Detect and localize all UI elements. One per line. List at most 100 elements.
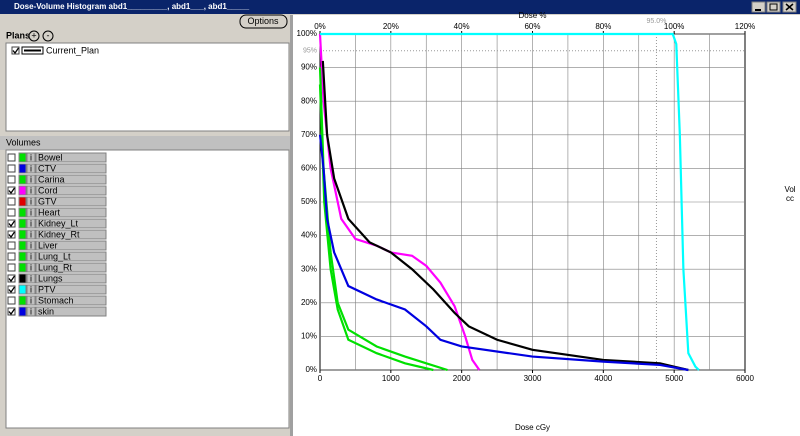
checkbox[interactable] — [7, 197, 16, 206]
info-button[interactable] — [26, 174, 36, 185]
checkbox[interactable] — [7, 164, 16, 173]
volume-color[interactable] — [18, 152, 27, 163]
volume-color[interactable] — [18, 207, 27, 218]
checkmark — [8, 187, 16, 195]
remove-plan-button[interactable] — [42, 30, 54, 42]
volume-color[interactable] — [18, 273, 27, 284]
maximize-button[interactable] — [766, 1, 781, 13]
volumes-label: Volumes — [6, 137, 41, 147]
volume-name: GTV — [38, 196, 57, 206]
checkbox[interactable] — [7, 208, 16, 217]
checkbox[interactable] — [7, 241, 16, 250]
y-tick-label: 80% — [301, 96, 317, 105]
volume-color[interactable] — [18, 262, 27, 273]
info-label: i — [30, 174, 32, 184]
info-label: i — [30, 251, 32, 261]
close-icon — [785, 3, 794, 11]
options-button[interactable] — [239, 14, 288, 29]
y-tick-label: 60% — [301, 164, 317, 173]
volume-color[interactable] — [18, 240, 27, 251]
info-button[interactable] — [26, 273, 36, 284]
add-plan-label: + — [31, 30, 36, 40]
volume-name: Stomach — [38, 295, 74, 305]
volume-color[interactable] — [18, 295, 27, 306]
info-button[interactable] — [26, 306, 36, 317]
info-button[interactable] — [26, 185, 36, 196]
minimize-button[interactable] — [751, 1, 766, 13]
checkbox[interactable] — [7, 153, 16, 162]
info-button[interactable] — [26, 163, 36, 174]
info-button[interactable] — [26, 207, 36, 218]
y-tick-label: 10% — [301, 332, 317, 341]
plan-name: Current_Plan — [46, 45, 99, 55]
y-tick-label: 30% — [301, 264, 317, 273]
volume-color[interactable] — [18, 163, 27, 174]
x2-tick-label: 100% — [664, 22, 684, 31]
dvh-curve — [318, 134, 689, 372]
info-button[interactable] — [26, 262, 36, 273]
info-button[interactable] — [26, 196, 36, 207]
volume-name-box — [35, 152, 107, 163]
checkbox[interactable] — [7, 274, 16, 283]
checkbox[interactable] — [7, 307, 16, 316]
checkbox[interactable] — [7, 175, 16, 184]
checkbox[interactable] — [7, 285, 16, 294]
y-tick-label: 0% — [305, 365, 317, 374]
checkmark — [8, 231, 16, 239]
y2-axis-label: Vol — [784, 185, 795, 194]
volume-color[interactable] — [18, 306, 27, 317]
checkbox[interactable] — [7, 230, 16, 239]
info-button[interactable] — [26, 229, 36, 240]
dvh-curve — [318, 33, 481, 371]
x-tick-label: 1000 — [382, 374, 400, 383]
volume-color[interactable] — [18, 185, 27, 196]
dvh-curve — [318, 84, 434, 372]
window-title: Dose-Volume Histogram abd1_________, abd… — [14, 2, 250, 11]
plans-label: Plans — [6, 30, 30, 40]
volume-color[interactable] — [18, 196, 27, 207]
y-tick-label: 40% — [301, 231, 317, 240]
volume-color[interactable] — [18, 218, 27, 229]
volume-name: Bowel — [38, 152, 63, 162]
volume-color[interactable] — [18, 229, 27, 240]
checkbox[interactable] — [7, 263, 16, 272]
plans-list — [5, 42, 290, 132]
volume-name: skin — [38, 306, 54, 316]
checkbox[interactable] — [7, 219, 16, 228]
add-plan-button[interactable] — [28, 30, 40, 42]
splitter[interactable] — [290, 15, 293, 436]
info-button[interactable] — [26, 218, 36, 229]
checkbox[interactable] — [7, 186, 16, 195]
info-button[interactable] — [26, 152, 36, 163]
volume-name: Lungs — [38, 273, 63, 283]
checkbox[interactable] — [7, 252, 16, 261]
remove-plan-label: - — [47, 30, 50, 40]
info-button[interactable] — [26, 295, 36, 306]
volume-color[interactable] — [18, 284, 27, 295]
volume-color[interactable] — [18, 174, 27, 185]
y-tick-label: 20% — [301, 298, 317, 307]
title-bar — [0, 0, 800, 14]
info-label: i — [30, 163, 32, 173]
volume-name: CTV — [38, 163, 56, 173]
info-button[interactable] — [26, 240, 36, 251]
volume-name-box — [35, 262, 107, 273]
checkbox[interactable] — [11, 46, 20, 55]
dvh-curve — [321, 60, 689, 372]
y-tick-label: 50% — [301, 197, 317, 206]
volume-name: Liver — [38, 240, 58, 250]
info-label: i — [30, 306, 32, 316]
y2-axis-label: cc — [786, 194, 794, 203]
info-button[interactable] — [26, 284, 36, 295]
info-button[interactable] — [26, 251, 36, 262]
checkmark — [8, 308, 16, 316]
volume-name: Lung_Rt — [38, 262, 73, 272]
checkmark — [8, 275, 16, 283]
reference-dose-label: 95.0% — [647, 18, 667, 25]
volume-name-box — [35, 174, 107, 185]
volume-name-box — [35, 251, 107, 262]
checkbox[interactable] — [7, 296, 16, 305]
volume-color[interactable] — [18, 251, 27, 262]
volume-name-box — [35, 229, 107, 240]
